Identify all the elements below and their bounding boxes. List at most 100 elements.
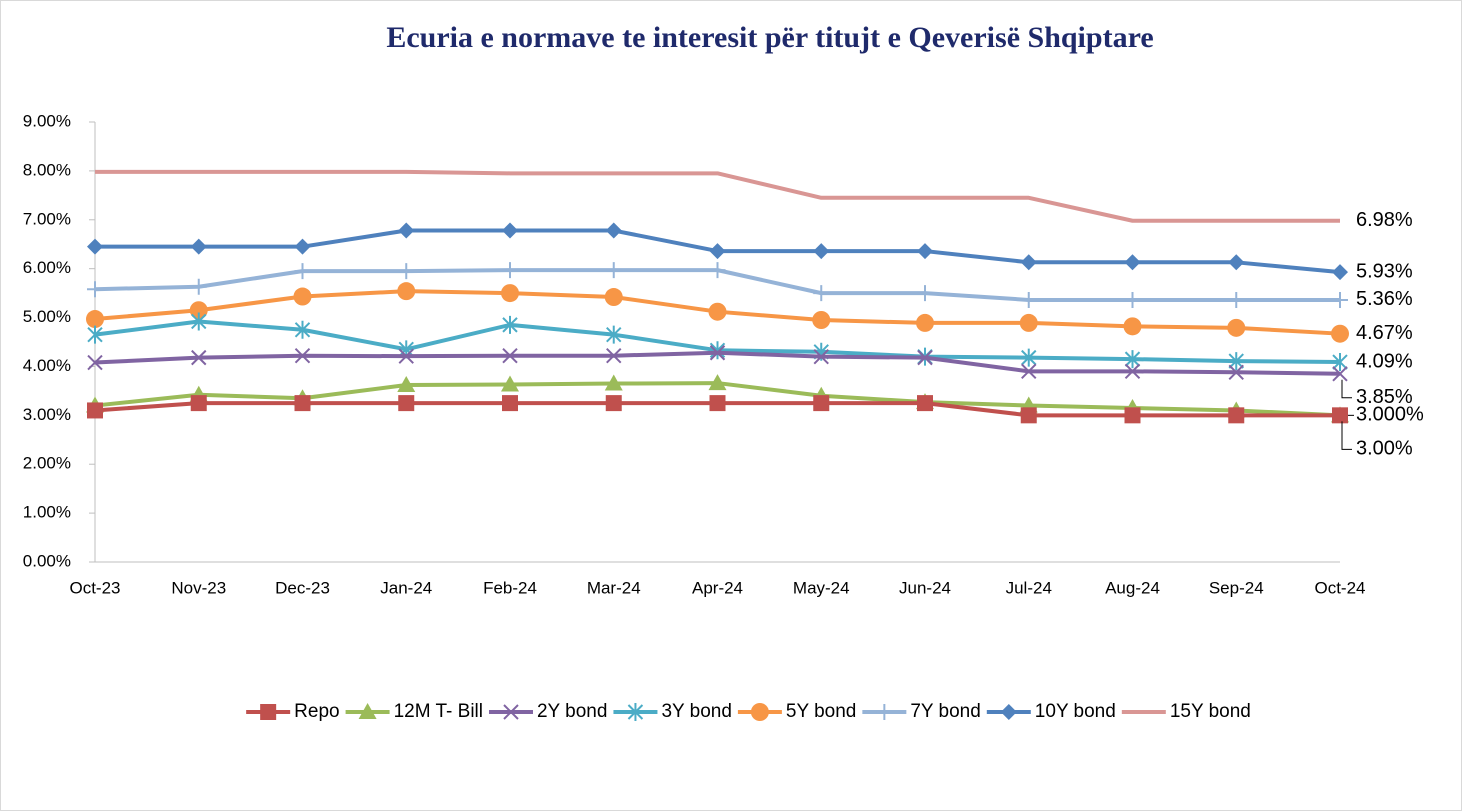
y-tick-label: 0.00% <box>23 551 71 570</box>
data-point <box>398 348 414 364</box>
data-point <box>294 347 311 364</box>
data-point <box>87 238 103 255</box>
data-point <box>1228 407 1245 424</box>
data-point <box>1124 407 1141 424</box>
series-line <box>95 169 1340 223</box>
data-point <box>1123 317 1142 336</box>
legend-label: Repo <box>294 701 339 722</box>
x-tick-label: Mar-24 <box>587 578 641 597</box>
y-tick-label: 5.00% <box>23 307 71 326</box>
legend-label: 2Y bond <box>537 701 607 722</box>
legend-item: 3Y bond <box>613 701 732 722</box>
data-point <box>501 375 519 392</box>
data-point <box>86 310 104 329</box>
x-tick-label: Apr-24 <box>692 578 743 597</box>
data-point <box>709 345 726 361</box>
data-point <box>604 374 623 391</box>
data-point <box>1124 363 1141 380</box>
data-point <box>1020 291 1037 308</box>
value-label: 3.85% <box>1356 386 1413 408</box>
data-point <box>604 288 623 307</box>
data-point <box>294 320 311 339</box>
y-tick-label: 7.00% <box>23 209 71 228</box>
legend-item: 7Y bond <box>862 701 981 722</box>
data-point <box>1332 366 1348 382</box>
data-point <box>605 262 622 279</box>
x-tick-label: Jul-24 <box>1006 578 1052 597</box>
data-point <box>606 347 622 364</box>
value-label: 4.09% <box>1356 350 1413 372</box>
x-tick-label: Sep-24 <box>1209 578 1264 597</box>
data-point <box>605 395 622 412</box>
data-point <box>190 395 207 412</box>
data-point <box>1021 348 1037 367</box>
data-point <box>605 222 622 239</box>
data-point <box>1228 364 1244 381</box>
legend-label: 3Y bond <box>661 701 731 722</box>
data-point <box>502 347 518 364</box>
data-point <box>1020 407 1037 424</box>
legend-marker <box>876 704 893 720</box>
data-point <box>1331 324 1349 343</box>
legend-item: Repo <box>246 701 340 722</box>
legend-label: 12M T- Bill <box>394 701 483 722</box>
y-tick-label: 6.00% <box>23 258 71 277</box>
legend-marker <box>750 703 769 721</box>
data-point <box>502 315 518 334</box>
data-point <box>191 312 207 331</box>
value-label: 3.000% <box>1356 404 1424 426</box>
legend-item: 12M T- Bill <box>345 701 483 722</box>
data-point <box>502 222 518 239</box>
data-point <box>294 238 311 255</box>
y-tick-label: 8.00% <box>23 160 71 179</box>
legend-label: 7Y bond <box>910 701 980 722</box>
x-tick-label: Jun-24 <box>899 578 951 597</box>
y-tick-label: 1.00% <box>23 503 71 522</box>
data-point <box>1332 264 1348 281</box>
data-point <box>87 281 103 298</box>
legend-item: 10Y bond <box>986 701 1116 722</box>
data-point <box>709 395 726 412</box>
data-point <box>398 395 415 412</box>
data-point <box>294 395 311 412</box>
data-point <box>1332 407 1348 424</box>
legend-item: 5Y bond <box>737 701 856 722</box>
data-point <box>1020 254 1037 271</box>
leader-line <box>1341 379 1352 399</box>
y-tick-label: 4.00% <box>23 356 71 375</box>
legend-label: 5Y bond <box>786 701 856 722</box>
legend-marker <box>358 703 377 719</box>
y-tick-label: 3.00% <box>23 405 71 424</box>
value-label: 5.93% <box>1356 260 1413 282</box>
leader-line <box>1341 421 1352 450</box>
data-point <box>398 263 415 280</box>
data-point <box>709 262 726 279</box>
data-point <box>502 262 518 279</box>
legend-marker <box>503 704 519 720</box>
data-point <box>708 374 727 391</box>
data-point <box>1228 254 1245 271</box>
data-point <box>917 395 933 412</box>
data-point <box>1227 318 1246 337</box>
data-point <box>87 402 103 419</box>
x-tick-label: Oct-24 <box>1314 578 1365 597</box>
legend-item: 2Y bond <box>488 701 607 722</box>
value-label: 3.00% <box>1356 438 1413 460</box>
data-point <box>1332 291 1348 308</box>
x-tick-label: Jan-24 <box>380 578 432 597</box>
value-label: 5.36% <box>1356 288 1413 310</box>
data-point <box>606 325 622 344</box>
x-tick-label: Oct-23 <box>69 578 120 597</box>
data-point <box>812 311 831 329</box>
data-point <box>813 348 829 365</box>
data-point <box>813 285 830 302</box>
x-tick-label: Dec-23 <box>275 578 330 597</box>
data-point <box>501 284 519 303</box>
data-point <box>190 238 207 255</box>
data-point <box>709 243 726 260</box>
data-point <box>813 243 830 260</box>
data-point <box>709 341 726 360</box>
data-point <box>397 282 416 301</box>
x-tick-label: Feb-24 <box>483 578 537 597</box>
data-point <box>502 395 518 412</box>
